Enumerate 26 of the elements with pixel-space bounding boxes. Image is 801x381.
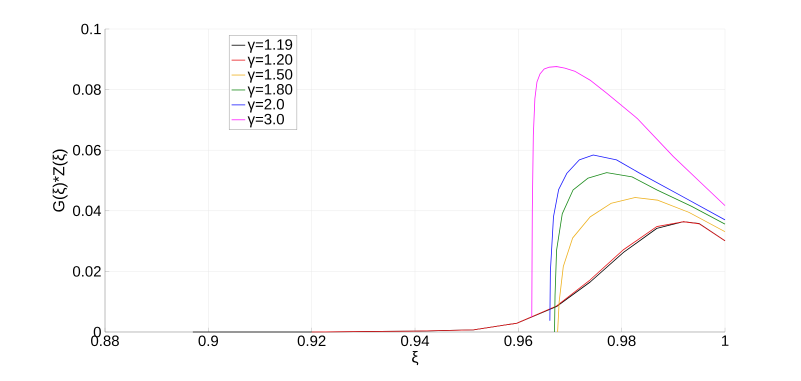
line-series — [531, 66, 726, 318]
line-series — [554, 172, 726, 332]
legend-label: γ=1.50 — [248, 69, 292, 83]
legend-label: γ=2.0 — [248, 98, 284, 112]
legend-label: γ=1.20 — [248, 54, 292, 68]
legend-label: γ=1.80 — [248, 84, 292, 98]
x-tick-label: 0.94 — [401, 336, 430, 346]
y-tick-label: 0.04 — [72, 206, 102, 216]
x-tick-label: 0.9 — [198, 336, 218, 346]
legend-label: γ=3.0 — [248, 114, 284, 128]
legend-label: γ=1.19 — [248, 39, 292, 53]
y-tick-label: 0.02 — [72, 266, 101, 277]
x-axis-title: ξ — [412, 350, 418, 366]
y-tick-label: 0.1 — [81, 24, 101, 34]
x-tick-label: 0.88 — [91, 336, 119, 346]
y-axis-title: G(ξ)*Z(ξ) — [52, 150, 68, 212]
line-series — [311, 221, 726, 332]
x-tick-label: 0.98 — [608, 336, 636, 346]
x-tick-label: 1 — [722, 336, 728, 346]
y-tick-label: 0.06 — [72, 144, 101, 156]
line-series — [557, 197, 726, 332]
y-tick-label: 0.08 — [72, 84, 101, 95]
line-series — [549, 154, 726, 322]
x-tick-label: 0.96 — [504, 336, 532, 346]
y-tick-label: 0 — [94, 326, 101, 338]
x-tick-label: 0.92 — [298, 336, 326, 346]
